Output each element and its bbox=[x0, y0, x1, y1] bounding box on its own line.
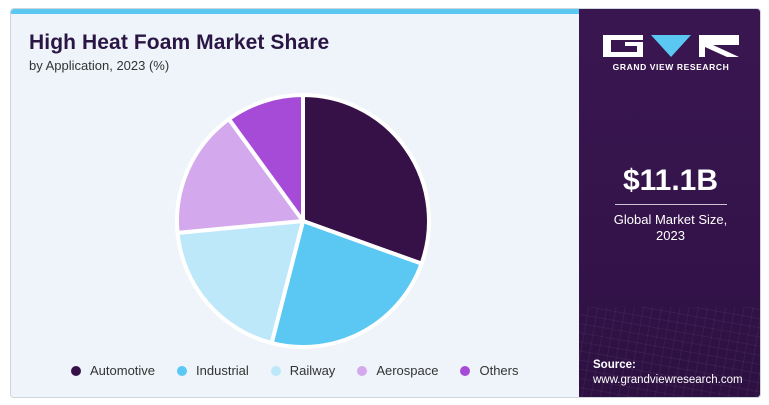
legend-item-railway: Railway bbox=[270, 363, 336, 378]
brand-logo-icon bbox=[603, 35, 739, 57]
source-label: Source: bbox=[593, 359, 636, 371]
legend-swatch bbox=[460, 365, 471, 376]
accent-bar bbox=[11, 9, 579, 14]
pie-chart bbox=[175, 93, 431, 349]
pie-slice-railway bbox=[175, 219, 305, 346]
legend-item-aerospace: Aerospace bbox=[357, 363, 438, 378]
legend-item-automotive: Automotive bbox=[71, 363, 155, 378]
legend-label: Industrial bbox=[196, 363, 249, 378]
pie-slice-aerospace bbox=[175, 117, 305, 235]
chart-subtitle: by Application, 2023 (%) bbox=[29, 58, 170, 73]
source-note: Source: www.grandviewresearch.com bbox=[593, 358, 743, 388]
market-size-label: Global Market Size, 2023 bbox=[579, 212, 760, 244]
pie-slice-others bbox=[226, 93, 305, 223]
chart-legend: Automotive Industrial Railway Aerospace Othe… bbox=[71, 363, 540, 378]
legend-item-others: Others bbox=[460, 363, 518, 378]
legend-label: Others bbox=[479, 363, 519, 378]
legend-label: Railway bbox=[289, 363, 336, 378]
pie-slice-automotive bbox=[301, 93, 431, 266]
divider bbox=[615, 204, 727, 205]
brand-logo: GRAND VIEW RESEARCH bbox=[601, 33, 741, 73]
legend-swatch bbox=[270, 365, 281, 376]
market-size-value: $11.1B bbox=[622, 164, 719, 197]
legend-item-industrial: Industrial bbox=[177, 363, 249, 378]
legend-label: Automotive bbox=[90, 363, 156, 378]
legend-swatch bbox=[357, 365, 368, 376]
source-url: www.grandviewresearch.com bbox=[593, 374, 743, 386]
summary-panel: GRAND VIEW RESEARCH $11.1B Global Market… bbox=[579, 9, 760, 397]
legend-swatch bbox=[71, 365, 81, 376]
chart-title: High Heat Foam Market Share bbox=[29, 31, 330, 54]
legend-label: Aerospace bbox=[376, 363, 439, 378]
market-size-label-line1: Global Market Size, bbox=[613, 212, 728, 227]
legend-swatch bbox=[177, 365, 188, 376]
chart-card: High Heat Foam Market Share by Applicati… bbox=[10, 8, 761, 398]
market-size-label-line2: 2023 bbox=[656, 228, 685, 243]
pie-slice-industrial bbox=[269, 219, 424, 349]
chart-panel: High Heat Foam Market Share by Applicati… bbox=[11, 9, 579, 397]
brand-name: GRAND VIEW RESEARCH bbox=[612, 62, 730, 72]
